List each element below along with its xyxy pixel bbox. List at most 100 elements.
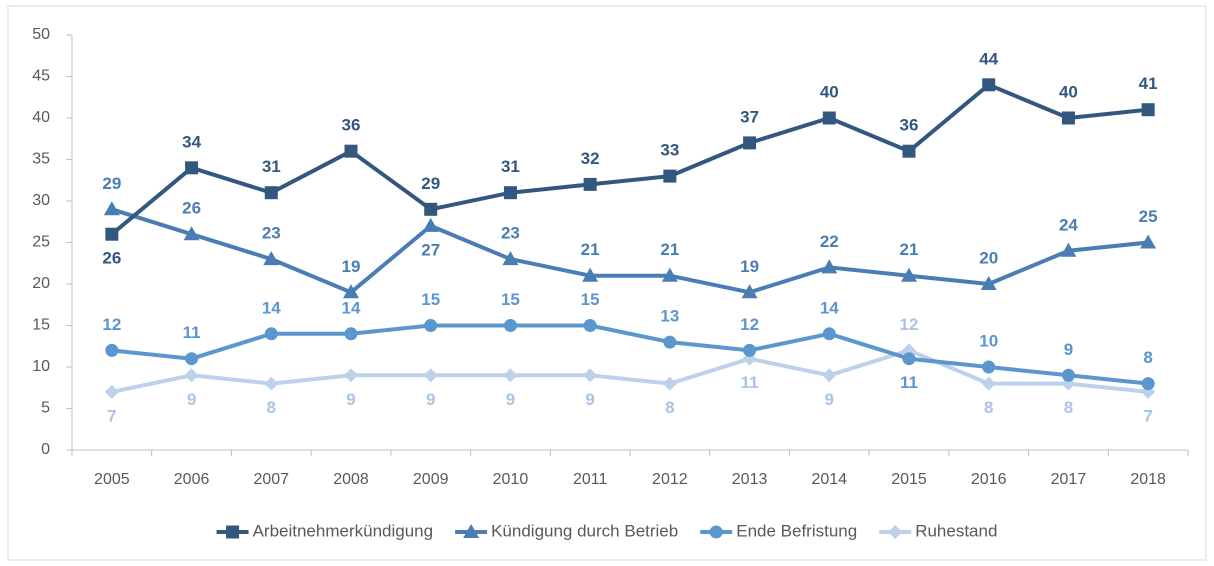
data-label: 8 <box>984 398 993 417</box>
marker <box>582 267 599 282</box>
marker <box>1061 368 1075 382</box>
marker <box>185 352 199 366</box>
legend-item: Ende Befristung <box>700 521 857 540</box>
marker <box>981 376 996 391</box>
marker <box>982 360 996 374</box>
marker <box>982 78 996 92</box>
x-tick-label: 2015 <box>891 471 927 488</box>
data-label: 20 <box>979 248 998 267</box>
legend-item: Arbeitnehmerkündigung <box>216 521 434 540</box>
y-tick-label: 20 <box>32 275 50 292</box>
x-tick-label: 2018 <box>1130 471 1166 488</box>
data-label: 7 <box>107 406 116 425</box>
legend-label: Ende Befristung <box>736 521 857 540</box>
data-label: 14 <box>342 298 361 317</box>
series: 29 26 23 19 27 23 21 21 19 22 21 20 24 25 <box>102 174 1158 299</box>
data-label: 29 <box>102 174 121 193</box>
marker <box>502 251 519 266</box>
data-label: 14 <box>262 298 281 317</box>
series: 26 34 31 36 29 31 32 33 37 40 36 44 40 41 <box>102 49 1157 267</box>
chart-frame <box>7 5 1207 561</box>
data-label: 10 <box>979 331 998 350</box>
marker <box>105 227 119 241</box>
marker <box>583 368 598 383</box>
data-label: 22 <box>820 232 839 251</box>
data-label: 9 <box>187 390 196 409</box>
data-label: 27 <box>421 240 440 259</box>
data-label: 12 <box>102 315 121 334</box>
data-label: 15 <box>581 290 600 309</box>
y-tick-label: 15 <box>32 317 50 334</box>
series-line <box>111 323 1149 386</box>
marker <box>821 259 838 274</box>
data-label: 41 <box>1139 74 1158 93</box>
marker <box>103 201 120 216</box>
marker <box>663 169 677 183</box>
marker <box>344 327 358 341</box>
data-label: 36 <box>342 116 361 135</box>
data-label: 21 <box>660 240 679 259</box>
data-label: 32 <box>581 149 600 168</box>
x-tick-label: 2007 <box>253 471 289 488</box>
marker <box>184 368 199 383</box>
data-label: 37 <box>740 107 759 126</box>
marker <box>503 368 518 383</box>
marker <box>663 335 677 349</box>
data-label: 15 <box>501 290 520 309</box>
x-tick-label: 2006 <box>174 471 210 488</box>
data-label: 19 <box>740 257 759 276</box>
marker <box>344 144 358 158</box>
marker <box>583 319 597 332</box>
series-line <box>110 82 1149 236</box>
data-label: 9 <box>1064 340 1073 359</box>
marker <box>583 177 597 191</box>
x-tick-label: 2016 <box>971 471 1007 488</box>
marker <box>822 111 836 125</box>
data-label: 24 <box>1059 215 1078 234</box>
marker <box>344 368 358 383</box>
data-label: 23 <box>262 224 281 243</box>
marker <box>662 376 677 391</box>
x-tick-label: 2012 <box>652 471 688 488</box>
marker <box>185 161 199 175</box>
marker <box>264 327 278 341</box>
y-tick-label: 50 <box>32 26 50 43</box>
data-label: 8 <box>1143 348 1152 367</box>
x-tick-label: 2008 <box>333 471 369 488</box>
data-label: 25 <box>1139 207 1158 226</box>
data-label: 26 <box>182 199 201 218</box>
marker <box>264 186 278 200</box>
marker <box>104 384 119 399</box>
x-tick-label: 2005 <box>94 471 130 488</box>
data-label: 12 <box>740 315 759 334</box>
legend: Arbeitnehmerkündigung Kündigung durch Bet… <box>216 521 997 540</box>
data-label: 19 <box>342 257 361 276</box>
marker <box>1141 377 1155 391</box>
legend-label: Arbeitnehmerkündigung <box>253 521 434 540</box>
series: 12 11 14 14 15 15 15 13 12 14 11 10 9 8 <box>102 290 1155 392</box>
y-tick-label: 5 <box>41 400 50 417</box>
y-tick-label: 30 <box>32 192 50 209</box>
marker <box>463 524 480 538</box>
y-tick-label: 25 <box>32 234 50 251</box>
series-line <box>111 348 1149 394</box>
series-line <box>111 207 1149 295</box>
marker <box>1141 103 1155 117</box>
marker <box>424 319 438 332</box>
marker <box>902 352 916 366</box>
data-label: 12 <box>900 315 919 334</box>
data-label: 8 <box>267 398 276 417</box>
marker <box>822 327 836 341</box>
y-tick-label: 0 <box>41 441 50 458</box>
data-label: 9 <box>585 390 594 409</box>
y-tick-label: 40 <box>32 109 50 126</box>
data-label: 14 <box>820 298 839 317</box>
data-label: 11 <box>741 373 759 392</box>
data-label: 31 <box>501 157 520 176</box>
data-label: 21 <box>900 240 919 259</box>
legend-item: Ruhestand <box>879 521 997 540</box>
x-tick-label: 2011 <box>573 471 608 488</box>
marker <box>226 525 240 539</box>
data-label: 40 <box>1059 82 1078 101</box>
x-tick-label: 2013 <box>732 471 768 488</box>
